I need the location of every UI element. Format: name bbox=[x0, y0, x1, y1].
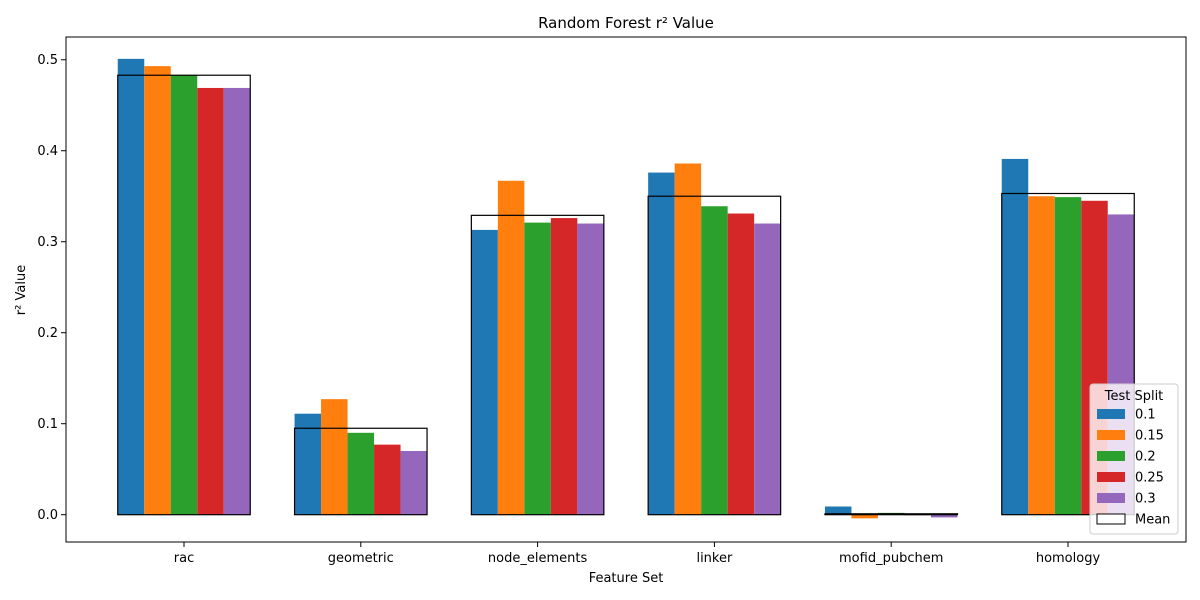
legend-label-0.2: 0.2 bbox=[1135, 450, 1156, 465]
y-axis-label: r² Value bbox=[14, 265, 29, 315]
bar-linker-0.2 bbox=[701, 206, 728, 515]
chart-title: Random Forest r² Value bbox=[538, 14, 714, 32]
legend-swatch-Mean bbox=[1096, 513, 1126, 525]
mean-outline-linker bbox=[647, 195, 782, 516]
bar-geometric-0.1 bbox=[294, 413, 322, 515]
bar-linker-0.25 bbox=[727, 213, 755, 515]
x-tick-label-linker: linker bbox=[696, 551, 733, 566]
legend-swatch-0.25 bbox=[1097, 472, 1125, 482]
bar-node_elements-0.3 bbox=[577, 223, 604, 515]
x-tick-label-mofid_pubchem: mofid_pubchem bbox=[839, 551, 943, 566]
bar-homology-0.15 bbox=[1028, 196, 1055, 515]
bar-linker-0.15 bbox=[674, 163, 702, 515]
y-axis: 0.0 0.1 0.2 0.3 0.4 0.5 bbox=[37, 53, 66, 523]
legend-swatch-0.3 bbox=[1097, 493, 1125, 503]
bar-linker-0.1 bbox=[648, 172, 675, 515]
legend-label-Mean: Mean bbox=[1135, 513, 1170, 528]
y-tick-label: 0.4 bbox=[37, 144, 58, 159]
x-tick-label-node_elements: node_elements bbox=[488, 551, 588, 566]
x-tick-label-rac: rac bbox=[174, 551, 194, 566]
bars-layer bbox=[117, 58, 1135, 519]
mean-outline-rac bbox=[117, 74, 251, 516]
mean-outline-node_elements bbox=[470, 214, 605, 516]
y-tick-label: 0.3 bbox=[37, 235, 58, 250]
bar-geometric-0.25 bbox=[374, 444, 401, 515]
mean-outline-homology bbox=[1001, 192, 1135, 516]
y-tick-label: 0.1 bbox=[37, 417, 58, 432]
bar-mofid_pubchem-0.15 bbox=[851, 514, 878, 519]
bar-rac-0.25 bbox=[197, 87, 224, 515]
legend: Test Split 0.1 0.15 0.2 0.25 0.3 Mean bbox=[1089, 383, 1179, 535]
legend-swatch-0.15 bbox=[1097, 430, 1125, 440]
bar-mofid_pubchem-0.3 bbox=[930, 514, 958, 518]
y-tick-label: 0.2 bbox=[37, 326, 58, 341]
bar-geometric-0.2 bbox=[347, 432, 375, 515]
bar-rac-0.2 bbox=[170, 75, 198, 515]
bar-rac-0.1 bbox=[117, 58, 145, 515]
bar-linker-0.3 bbox=[754, 223, 781, 515]
bar-geometric-0.3 bbox=[400, 451, 428, 515]
bar-node_elements-0.2 bbox=[524, 222, 551, 515]
legend-items: 0.1 0.15 0.2 0.25 0.3 Mean bbox=[1096, 408, 1170, 528]
x-tick-label-homology: homology bbox=[1036, 551, 1101, 566]
x-axis-label: Feature Set bbox=[589, 571, 664, 586]
plot-area-frame bbox=[65, 36, 1187, 543]
x-axis: rac geometric node_elements linker mofid_pub… bbox=[174, 542, 1101, 566]
y-tick-label: 0.0 bbox=[37, 508, 58, 523]
bar-node_elements-0.1 bbox=[471, 229, 498, 515]
bar-node_elements-0.25 bbox=[550, 218, 578, 515]
y-tick-label: 0.5 bbox=[37, 53, 58, 68]
legend-swatch-0.2 bbox=[1097, 451, 1125, 461]
mean-outline-geometric bbox=[293, 427, 428, 516]
bar-node_elements-0.15 bbox=[497, 180, 525, 515]
x-tick-label-geometric: geometric bbox=[328, 551, 394, 566]
legend-label-0.1: 0.1 bbox=[1135, 408, 1156, 423]
bar-homology-0.2 bbox=[1054, 197, 1082, 515]
legend-swatch-0.1 bbox=[1097, 409, 1125, 419]
bar-homology-0.1 bbox=[1001, 158, 1029, 515]
mean-outlines-layer bbox=[117, 74, 1135, 516]
legend-label-0.25: 0.25 bbox=[1135, 471, 1164, 486]
bar-rac-0.15 bbox=[144, 66, 171, 515]
mean-outline-mofid_pubchem bbox=[824, 513, 959, 516]
legend-title: Test Split bbox=[1104, 389, 1164, 404]
legend-label-0.3: 0.3 bbox=[1135, 492, 1156, 507]
bar-rac-0.3 bbox=[223, 87, 251, 515]
bar-geometric-0.15 bbox=[321, 399, 348, 515]
legend-label-0.15: 0.15 bbox=[1135, 429, 1164, 444]
bar-mofid_pubchem-0.1 bbox=[824, 506, 852, 515]
